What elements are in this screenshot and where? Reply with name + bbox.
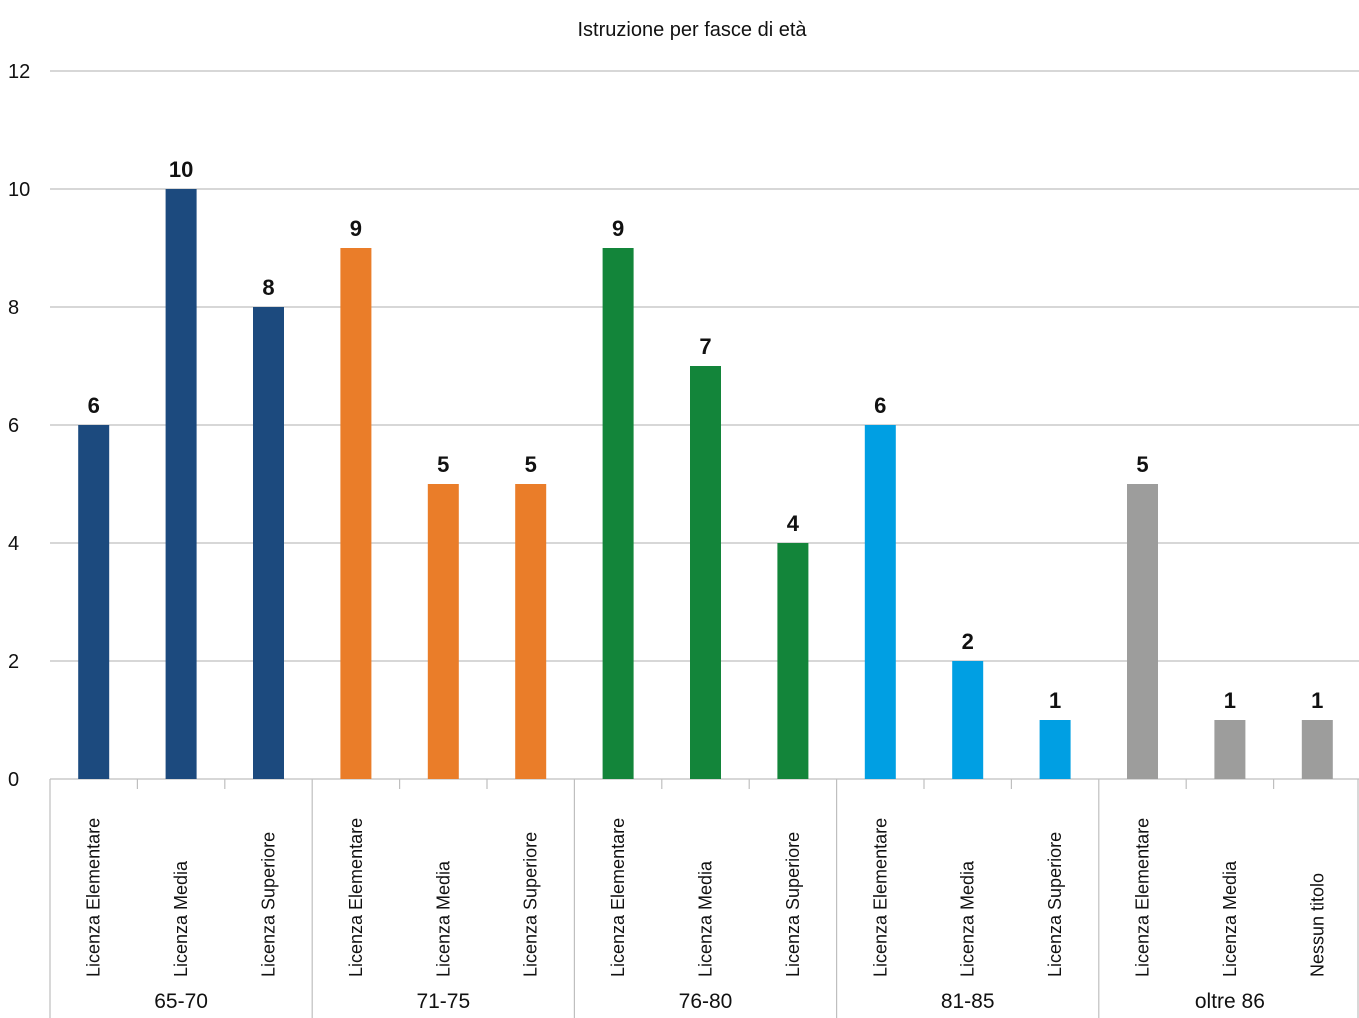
data-label: 6 bbox=[874, 393, 886, 418]
bar bbox=[253, 307, 284, 779]
bar bbox=[515, 484, 547, 779]
category-label: Licenza Media bbox=[696, 860, 716, 977]
data-label: 2 bbox=[962, 629, 974, 654]
data-label: 9 bbox=[612, 216, 624, 241]
data-label: 5 bbox=[1136, 452, 1148, 477]
y-tick-label: 10 bbox=[8, 179, 30, 201]
data-label: 1 bbox=[1224, 688, 1236, 713]
category-label: Nessun titolo bbox=[1307, 873, 1327, 977]
data-label: 9 bbox=[350, 216, 362, 241]
bar bbox=[1214, 720, 1246, 779]
category-label: Licenza Superiore bbox=[1045, 832, 1065, 977]
category-label: Licenza Elementare bbox=[870, 818, 890, 977]
data-label: 6 bbox=[88, 393, 100, 418]
data-labels: 6 10 8 9 5 5 9 7 4 6 2 1 5 1 1 bbox=[88, 157, 1324, 713]
category-label: Licenza Elementare bbox=[608, 818, 628, 977]
category-label: Licenza Media bbox=[433, 860, 453, 977]
bar bbox=[864, 425, 896, 779]
bar bbox=[1301, 720, 1333, 779]
y-tick-label: 2 bbox=[8, 651, 19, 673]
bar bbox=[690, 366, 721, 779]
category-label: Licenza Superiore bbox=[783, 832, 803, 977]
data-label: 1 bbox=[1049, 688, 1061, 713]
bar bbox=[78, 425, 110, 779]
x-axis: Licenza Elementare Licenza Media Licenza S… bbox=[49, 779, 1359, 1018]
category-label: Licenza Elementare bbox=[1133, 818, 1153, 977]
group-label: 65-70 bbox=[154, 990, 208, 1013]
bar bbox=[1039, 720, 1071, 779]
data-label: 5 bbox=[525, 452, 537, 477]
y-tick-label: 6 bbox=[8, 415, 19, 437]
category-label: Licenza Superiore bbox=[259, 832, 279, 977]
bar bbox=[340, 248, 372, 779]
y-tick-label: 0 bbox=[8, 769, 19, 791]
bar bbox=[427, 484, 459, 779]
bar bbox=[1127, 484, 1158, 779]
y-tick-label: 12 bbox=[8, 61, 30, 83]
group-label: 76-80 bbox=[679, 990, 733, 1013]
data-label: 4 bbox=[787, 511, 800, 536]
category-label: Licenza Media bbox=[958, 860, 978, 977]
group-label: 81-85 bbox=[941, 990, 995, 1013]
bar bbox=[165, 189, 197, 779]
bar bbox=[952, 661, 984, 779]
y-tick-label: 4 bbox=[8, 533, 19, 555]
group-label: 71-75 bbox=[416, 990, 470, 1013]
data-label: 8 bbox=[262, 275, 274, 300]
category-label: Licenza Superiore bbox=[521, 832, 541, 977]
bar bbox=[777, 543, 809, 779]
group-label: oltre 86 bbox=[1195, 990, 1265, 1013]
chart-title: Istruzione per fasce di età bbox=[577, 19, 807, 41]
category-label: Licenza Elementare bbox=[346, 818, 366, 977]
category-label: Licenza Elementare bbox=[84, 818, 104, 977]
category-label: Licenza Media bbox=[171, 860, 191, 977]
y-axis-ticks: 0 2 4 6 8 10 12 bbox=[8, 61, 30, 791]
category-label: Licenza Media bbox=[1220, 860, 1240, 977]
data-label: 1 bbox=[1311, 688, 1323, 713]
bars bbox=[78, 189, 1333, 779]
data-label: 5 bbox=[437, 452, 449, 477]
data-label: 10 bbox=[169, 157, 193, 182]
y-tick-label: 8 bbox=[8, 297, 19, 319]
bar bbox=[602, 248, 634, 779]
data-label: 7 bbox=[699, 334, 711, 359]
